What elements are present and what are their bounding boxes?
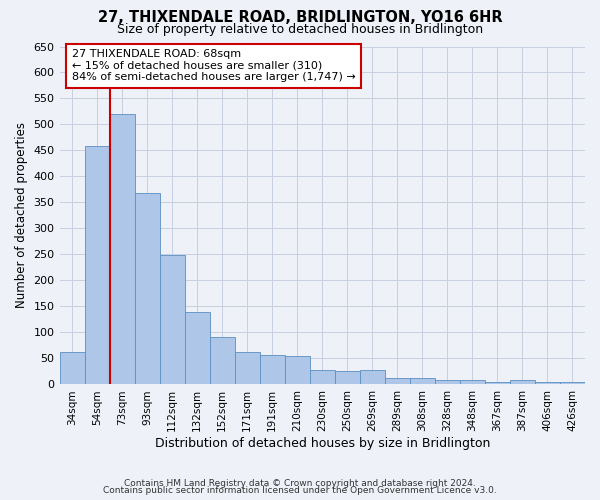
Bar	[134, 192, 160, 384]
Bar	[59, 352, 85, 384]
X-axis label: Distribution of detached houses by size in Bridlington: Distribution of detached houses by size …	[155, 437, 490, 450]
Bar	[410, 378, 435, 384]
Bar	[310, 370, 335, 384]
Bar	[485, 382, 510, 384]
Bar	[435, 380, 460, 384]
Bar	[209, 336, 235, 384]
Text: Size of property relative to detached houses in Bridlington: Size of property relative to detached ho…	[117, 22, 483, 36]
Text: Contains HM Land Registry data © Crown copyright and database right 2024.: Contains HM Land Registry data © Crown c…	[124, 478, 476, 488]
Text: 27 THIXENDALE ROAD: 68sqm
← 15% of detached houses are smaller (310)
84% of semi: 27 THIXENDALE ROAD: 68sqm ← 15% of detac…	[72, 49, 356, 82]
Bar	[110, 114, 134, 384]
Text: Contains public sector information licensed under the Open Government Licence v3: Contains public sector information licen…	[103, 486, 497, 495]
Bar	[535, 382, 560, 384]
Text: 27, THIXENDALE ROAD, BRIDLINGTON, YO16 6HR: 27, THIXENDALE ROAD, BRIDLINGTON, YO16 6…	[98, 10, 502, 25]
Bar	[160, 255, 185, 384]
Y-axis label: Number of detached properties: Number of detached properties	[15, 122, 28, 308]
Bar	[285, 356, 310, 384]
Bar	[260, 355, 285, 384]
Bar	[335, 371, 360, 384]
Bar	[460, 380, 485, 384]
Bar	[85, 146, 110, 384]
Bar	[185, 312, 209, 384]
Bar	[385, 378, 410, 384]
Bar	[510, 380, 535, 384]
Bar	[560, 382, 585, 384]
Bar	[235, 352, 260, 384]
Bar	[360, 370, 385, 384]
